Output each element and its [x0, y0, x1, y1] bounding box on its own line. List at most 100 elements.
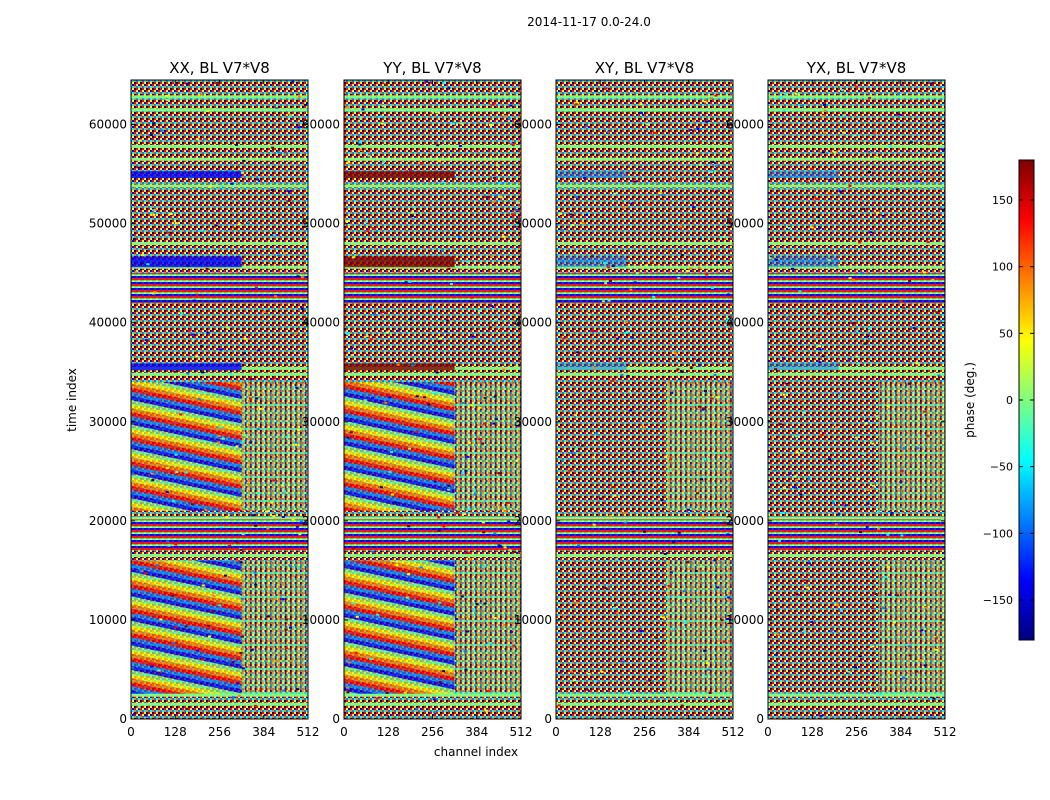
- speckle: [483, 396, 487, 399]
- speckle: [928, 213, 932, 216]
- speckle: [200, 345, 204, 348]
- flag-line: [131, 516, 308, 520]
- speckle: [165, 491, 169, 494]
- speckle: [494, 194, 498, 197]
- speckle: [889, 671, 893, 674]
- speckle: [137, 706, 141, 709]
- speckle: [477, 309, 481, 312]
- speckle: [165, 467, 169, 470]
- speckle: [639, 629, 643, 632]
- speckle: [677, 531, 681, 534]
- flag-line: [131, 144, 308, 148]
- speckle: [644, 264, 648, 267]
- speckle: [929, 176, 933, 179]
- speckle: [366, 230, 370, 233]
- speckle: [604, 282, 608, 285]
- speckle: [855, 355, 859, 358]
- speckle: [455, 258, 459, 261]
- speckle: [150, 665, 154, 668]
- speckle: [776, 608, 780, 611]
- speckle: [865, 341, 869, 344]
- x-tick-label: 0: [340, 725, 348, 739]
- speckle: [492, 200, 496, 203]
- speckle: [587, 313, 591, 316]
- speckle: [896, 594, 900, 597]
- speckle: [814, 546, 818, 549]
- speckle: [258, 407, 262, 410]
- speckle: [592, 456, 596, 459]
- speckle: [271, 146, 275, 149]
- speckle: [612, 606, 616, 609]
- speckle: [237, 694, 241, 697]
- speckle: [867, 171, 871, 174]
- speckle: [774, 368, 778, 371]
- speckle: [588, 399, 592, 402]
- speckle: [507, 117, 511, 120]
- speckle: [660, 193, 664, 196]
- speckle: [886, 404, 890, 407]
- speckle: [907, 382, 911, 385]
- speckle: [441, 180, 445, 183]
- speckle: [888, 145, 892, 148]
- speckle: [803, 579, 807, 582]
- speckle: [433, 392, 437, 395]
- speckle: [703, 100, 707, 103]
- flag-line: [556, 516, 733, 520]
- speckle: [722, 236, 726, 239]
- speckle: [254, 583, 258, 586]
- speckle: [855, 329, 859, 332]
- speckle: [294, 443, 298, 446]
- speckle: [195, 355, 199, 358]
- speckle: [784, 711, 788, 714]
- speckle: [607, 299, 611, 302]
- speckle: [442, 82, 446, 85]
- speckle: [839, 190, 843, 193]
- speckle: [687, 508, 691, 511]
- y-tick-label: 50000: [302, 217, 340, 231]
- speckle: [195, 293, 199, 296]
- flag-line: [556, 157, 733, 161]
- speckle: [175, 641, 179, 644]
- speckle: [211, 610, 215, 613]
- speckle: [184, 625, 188, 628]
- speckle: [899, 480, 903, 483]
- speckle: [493, 395, 497, 398]
- speckle: [295, 387, 299, 390]
- speckle: [727, 596, 731, 599]
- speckle: [902, 306, 906, 309]
- speckle: [349, 431, 353, 434]
- speckle: [686, 561, 690, 564]
- speckle: [591, 330, 595, 333]
- speckle: [510, 142, 514, 145]
- y-tick-label: 60000: [89, 118, 127, 132]
- flag-line: [344, 372, 521, 376]
- speckle: [698, 140, 702, 143]
- speckle: [437, 529, 441, 532]
- speckle: [851, 322, 855, 325]
- speckle: [409, 318, 413, 321]
- speckle: [481, 521, 485, 524]
- speckle: [349, 649, 353, 652]
- speckle: [877, 685, 881, 688]
- speckle: [807, 478, 811, 481]
- speckle: [468, 557, 472, 560]
- speckle: [594, 680, 598, 683]
- speckle: [420, 570, 424, 573]
- speckle: [415, 395, 419, 398]
- flag-line: [768, 366, 945, 370]
- speckle: [699, 565, 703, 568]
- speckle: [485, 195, 489, 198]
- y-axis-label: time index: [65, 368, 79, 432]
- speckle: [174, 626, 178, 629]
- flag-line: [768, 265, 945, 269]
- speckle: [345, 686, 349, 689]
- speckle: [868, 683, 872, 686]
- speckle: [700, 478, 704, 481]
- speckle: [274, 660, 278, 663]
- speckle: [250, 378, 254, 381]
- speckle: [927, 143, 931, 146]
- speckle: [852, 325, 856, 328]
- speckle: [885, 640, 889, 643]
- speckle: [461, 472, 465, 475]
- speckle: [575, 195, 579, 198]
